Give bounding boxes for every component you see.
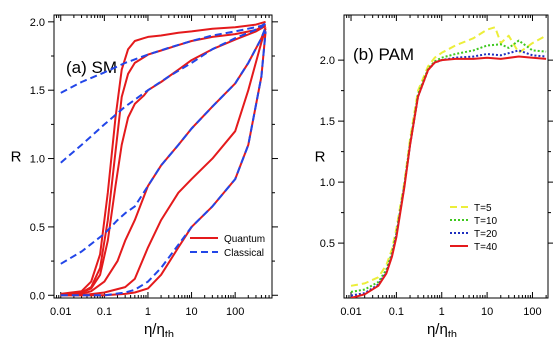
x-tick-label: 0.1 — [389, 306, 404, 318]
series-line-classical — [60, 22, 267, 94]
series-line-quantum — [60, 20, 266, 295]
x-tick-label: 1 — [439, 306, 445, 318]
legend-label: T=20 — [474, 229, 498, 240]
x-tick-label: 0.1 — [97, 306, 112, 318]
x-tick-label: 0.01 — [340, 306, 361, 318]
y-tick-label: 2.0 — [30, 17, 45, 29]
legend: Quantum Classical — [190, 234, 265, 259]
y-axis-title: R — [315, 149, 326, 166]
y-tick-label: 1.0 — [320, 177, 335, 189]
plot-frame — [53, 14, 273, 299]
y-tick-label: 0.0 — [30, 290, 45, 302]
x-tick-label: 0.01 — [50, 306, 71, 318]
x-tick-label: 10 — [185, 306, 197, 318]
legend-label: Classical — [224, 248, 264, 259]
series-line-classical — [60, 22, 267, 164]
panel-label: (a) SM — [66, 58, 117, 77]
panel-sm: 0.01 0.1 1 10 100 0.0 0.5 1.0 1.5 2.0 Rη/ηth (a) SM… — [11, 14, 278, 337]
x-tick-label: 10 — [481, 306, 493, 318]
series-line-t-5 — [350, 26, 547, 287]
y-tick-label: 1.0 — [30, 154, 45, 166]
legend-label: Quantum — [224, 234, 265, 245]
y-tick-label: 0.5 — [30, 222, 45, 234]
y-tick-label: 0.5 — [320, 238, 335, 250]
x-axis-title-subscript: th — [165, 329, 174, 337]
x-tick-label: 100 — [523, 306, 541, 318]
plot-frame — [343, 14, 549, 299]
x-axis-title-subscript: th — [448, 329, 457, 337]
panel-pam: 0.01 0.1 1 10 100 0.5 1.0 1.5 2.0 Rη/ηth (b) PAM T=… — [315, 14, 553, 337]
series-line-t-40 — [350, 55, 547, 298]
series-line-quantum — [60, 23, 267, 297]
series-line-t-10 — [350, 39, 547, 293]
series-line-quantum — [60, 31, 267, 297]
legend-label: T=40 — [474, 242, 498, 253]
panel-label: (b) PAM — [353, 45, 414, 64]
series-line-t-20 — [350, 49, 547, 297]
series-group — [60, 20, 267, 297]
x-axis-title: η/ηth — [427, 321, 457, 337]
x-axis-title-main: η/η — [427, 321, 448, 337]
x-tick-label: 1 — [145, 306, 151, 318]
y-tick-label: 1.5 — [30, 85, 45, 97]
y-axis-title: R — [11, 149, 22, 166]
legend: T=5 T=10 T=20 T=40 — [450, 203, 498, 253]
x-axis-title: η/ηth — [144, 321, 174, 337]
y-tick-label: 2.0 — [320, 55, 335, 67]
y-tick-label: 1.5 — [320, 116, 335, 128]
series-group — [350, 26, 547, 298]
x-axis-title-main: η/η — [144, 321, 165, 337]
series-line-classical — [60, 31, 267, 297]
series-line-classical — [60, 26, 267, 265]
series-line-quantum — [60, 28, 267, 297]
legend-label: T=5 — [474, 203, 492, 214]
x-tick-label: 100 — [226, 306, 244, 318]
legend-label: T=10 — [474, 216, 498, 227]
